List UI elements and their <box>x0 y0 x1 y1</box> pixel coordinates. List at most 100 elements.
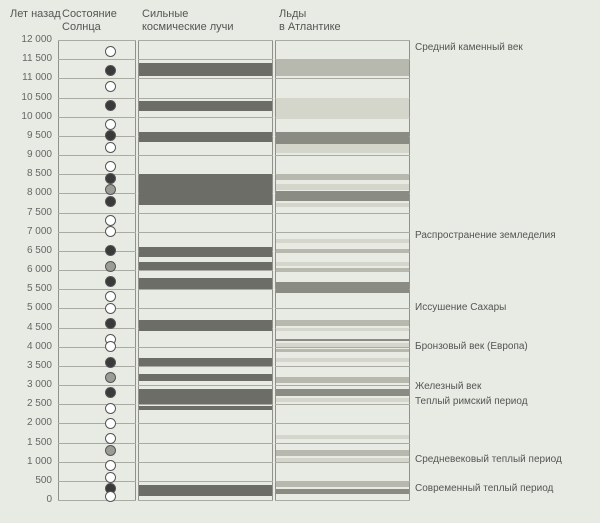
sun-state-dot <box>105 460 116 471</box>
cosmic-ray-band <box>139 247 272 257</box>
y-tick-label: 9 500 <box>12 130 52 141</box>
gridline <box>58 270 136 271</box>
gridline <box>58 481 136 482</box>
ice-band <box>276 320 409 326</box>
cosmic-ray-band <box>139 485 272 497</box>
y-tick-label: 8 500 <box>12 168 52 179</box>
gridline <box>138 98 273 99</box>
y-tick-label: 6 500 <box>12 245 52 256</box>
sun-state-dot <box>105 445 116 456</box>
cosmic-ray-band <box>139 374 272 382</box>
gridline <box>275 155 410 156</box>
gridline <box>58 213 136 214</box>
y-tick-label: 3 000 <box>12 379 52 390</box>
cosmic-ray-band <box>139 320 272 332</box>
ice-band <box>276 339 409 341</box>
cosmic-ray-band <box>139 389 272 404</box>
gridline <box>138 59 273 60</box>
gridline <box>138 385 273 386</box>
ice-band <box>276 174 409 180</box>
gridline <box>58 98 136 99</box>
y-tick-label: 1 000 <box>12 456 52 467</box>
gridline <box>138 155 273 156</box>
ice-band <box>276 191 409 201</box>
sun-state-dot <box>105 318 116 329</box>
y-tick-label: 5 000 <box>12 302 52 313</box>
sun-state-dot <box>105 161 116 172</box>
gridline <box>58 155 136 156</box>
y-tick-label: 7 500 <box>12 207 52 218</box>
gridline <box>138 232 273 233</box>
ice-band <box>276 343 409 347</box>
event-label: Иссушение Сахары <box>415 302 506 313</box>
gridline <box>138 481 273 482</box>
gridline <box>58 462 136 463</box>
sun-state-dot <box>105 341 116 352</box>
ice-band <box>276 184 409 190</box>
cosmic-ray-band <box>139 278 272 290</box>
sun-state-dot <box>105 291 116 302</box>
event-label: Железный век <box>415 381 481 392</box>
gridline <box>138 443 273 444</box>
sun-state-dot <box>105 261 116 272</box>
cosmic-ray-band <box>139 174 272 205</box>
y-tick-label: 7 000 <box>12 226 52 237</box>
ice-band <box>276 358 409 362</box>
cosmic-ray-band <box>139 358 272 366</box>
gridline <box>58 232 136 233</box>
gridline <box>275 404 410 405</box>
gridline <box>138 213 273 214</box>
sun-state-dot <box>105 491 116 502</box>
sun-state-dot <box>105 81 116 92</box>
sun-state-dot <box>105 357 116 368</box>
ice-band <box>276 132 409 144</box>
y-tick-label: 11 500 <box>12 53 52 64</box>
gridline <box>138 117 273 118</box>
gridline <box>275 78 410 79</box>
gridline <box>138 289 273 290</box>
ice-band <box>276 144 409 154</box>
y-tick-label: 500 <box>12 475 52 486</box>
gridline <box>275 462 410 463</box>
ice-band <box>276 489 409 495</box>
gridline <box>275 500 410 501</box>
climate-timeline-chart: 05001 0001 5002 0002 5003 0003 5004 0004… <box>0 0 600 523</box>
column-header-sun: Состояние <box>62 8 117 21</box>
sun-state-dot <box>105 100 116 111</box>
cosmic-ray-band <box>139 101 272 111</box>
gridline <box>58 423 136 424</box>
gridline <box>58 174 136 175</box>
gridline <box>275 232 410 233</box>
y-tick-label: 12 000 <box>12 34 52 45</box>
sun-state-dot <box>105 433 116 444</box>
ice-band <box>276 282 409 294</box>
sun-state-dot <box>105 226 116 237</box>
cosmic-ray-band <box>139 132 272 142</box>
gridline <box>275 347 410 348</box>
ice-band <box>276 262 409 266</box>
y-tick-label: 5 500 <box>12 283 52 294</box>
y-tick-label: 6 000 <box>12 264 52 275</box>
gridline <box>58 500 136 501</box>
sun-state-dot <box>105 46 116 57</box>
event-label: Распространение земледелия <box>415 230 556 241</box>
column-header-sun: Солнца <box>62 21 101 34</box>
y-tick-label: 0 <box>12 494 52 505</box>
ice-band <box>276 450 409 456</box>
ice-band <box>276 349 409 353</box>
gridline <box>58 117 136 118</box>
column-header-rays: Сильные <box>142 8 188 21</box>
ice-band <box>276 249 409 253</box>
sun-state-dot <box>105 173 116 184</box>
y-tick-label: 9 000 <box>12 149 52 160</box>
gridline <box>138 40 273 41</box>
event-label: Средневековый теплый период <box>415 454 562 465</box>
y-tick-label: 4 000 <box>12 341 52 352</box>
cosmic-ray-band <box>139 63 272 76</box>
column-header-rays: космические лучи <box>142 21 234 34</box>
gridline <box>138 404 273 405</box>
gridline <box>58 136 136 137</box>
ice-band <box>276 481 409 487</box>
y-tick-label: 11 000 <box>12 72 52 83</box>
column-header-ice: в Атлантике <box>279 21 341 34</box>
